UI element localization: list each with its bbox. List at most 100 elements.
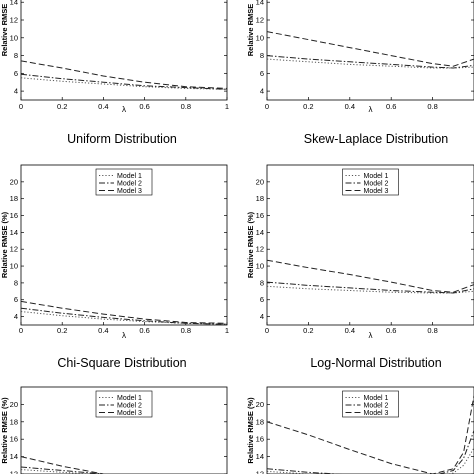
y-tick-label: 20	[256, 400, 264, 409]
y-tick-label: 6	[260, 69, 264, 78]
y-tick-label: 6	[260, 295, 264, 304]
y-tick-label: 4	[260, 312, 264, 321]
y-axis-label: Relative RMSE (%)	[0, 397, 9, 464]
x-tick-label: 0	[265, 326, 269, 335]
plot-area-frame	[266, 386, 474, 474]
y-tick-label: 18	[256, 194, 264, 203]
x-tick-label: 0.4	[98, 326, 108, 335]
y-tick-label: 6	[14, 295, 18, 304]
x-tick-label: 0.6	[139, 326, 149, 335]
y-axis-label: Relative RMSE (%)	[246, 211, 255, 278]
series-line-model-3	[267, 31, 474, 67]
y-tick-label: 16	[256, 435, 264, 444]
chart-panel-2: 4 6 8 10 12 14 0 0.2 0.4 0.6 0.8 Relative RMSE λ Skew…	[246, 0, 474, 146]
y-tick-label: 8	[260, 51, 264, 60]
y-tick-label: 8	[260, 278, 264, 287]
legend-label: Model 1	[364, 173, 389, 180]
legend-box	[342, 390, 399, 418]
x-tick-label: 0.2	[303, 326, 313, 335]
x-tick-label: 0.8	[181, 102, 191, 111]
y-tick-label: 20	[256, 177, 264, 186]
x-tick-label: 0.8	[427, 326, 437, 335]
y-axis-label: Relative RMSE	[246, 4, 255, 57]
y-tick-label: 12	[256, 470, 264, 474]
legend-box	[342, 168, 399, 196]
y-tick-label: 12	[10, 470, 18, 474]
legend-label: Model 2	[364, 403, 389, 410]
y-tick-label: 4	[14, 87, 18, 96]
y-tick-label: 12	[10, 245, 18, 254]
x-tick-label: 0.2	[57, 102, 67, 111]
series-line-model-1	[21, 311, 227, 325]
y-tick-label: 14	[256, 452, 264, 461]
series-line-model-3	[21, 300, 227, 324]
x-tick-label: 0	[265, 102, 269, 111]
x-tick-label: 1	[225, 102, 229, 111]
y-axis-label: Relative RMSE (%)	[246, 397, 255, 464]
y-tick-label: 14	[10, 228, 18, 237]
panel-title: Chi-Square Distribution	[57, 356, 186, 370]
x-tick-label: 0.2	[303, 102, 313, 111]
y-tick-label: 10	[256, 33, 264, 42]
y-tick-label: 16	[256, 211, 264, 220]
series-line-model-2	[267, 55, 474, 69]
series-line-model-2	[21, 307, 227, 325]
y-tick-label: 6	[14, 69, 18, 78]
x-axis-label: λ	[122, 331, 126, 340]
y-tick-label: 20	[10, 400, 18, 409]
chart-panel-1: 4 6 8 10 12 14 0 0.2 0.4 0.6 0.8 1 Relative RMSE λ Uni…	[0, 0, 229, 146]
series-line-model-2	[267, 430, 474, 474]
x-tick-label: 0.8	[181, 326, 191, 335]
chart-panel-4: 4 6 8 10 12 14 16 18 20 0 0.2 0.4 0.6 0.8 Relative RMS…	[246, 164, 474, 370]
legend-label: Model 1	[117, 173, 142, 180]
y-tick-label: 8	[14, 51, 18, 60]
x-axis-label: λ	[369, 331, 373, 340]
y-axis-label: Relative RMSE	[0, 4, 9, 57]
y-tick-label: 8	[14, 278, 18, 287]
y-tick-label: 20	[10, 177, 18, 186]
legend-label: Model 1	[364, 395, 389, 402]
y-tick-label: 14	[10, 452, 18, 461]
legend-label: Model 2	[117, 181, 142, 188]
series-line-model-1	[21, 77, 227, 90]
panel-title: Log-Normal Distribution	[310, 356, 441, 370]
x-tick-label: 0.4	[98, 102, 108, 111]
y-axis-label: Relative RMSE (%)	[0, 211, 9, 278]
y-tick-label: 12	[256, 16, 264, 25]
x-tick-label: 0.4	[345, 102, 355, 111]
legend-label: Model 2	[117, 403, 142, 410]
y-tick-label: 18	[256, 417, 264, 426]
series-line-model-3	[267, 259, 474, 293]
y-tick-label: 12	[10, 16, 18, 25]
x-tick-label: 1	[225, 326, 229, 335]
legend-label: Model 3	[364, 410, 389, 417]
y-tick-label: 16	[10, 435, 18, 444]
plot-area-frame	[20, 164, 228, 326]
series-line-model-2	[21, 73, 227, 90]
y-tick-label: 14	[10, 0, 18, 7]
y-tick-label: 12	[256, 245, 264, 254]
series-line-model-1	[267, 447, 474, 474]
legend-label: Model 3	[117, 410, 142, 417]
y-tick-label: 14	[256, 228, 264, 237]
y-tick-label: 16	[10, 211, 18, 220]
plot-area-frame	[20, 386, 228, 474]
legend-label: Model 3	[117, 188, 142, 195]
x-tick-label: 0.6	[386, 102, 396, 111]
x-tick-label: 0.8	[427, 102, 437, 111]
y-tick-label: 18	[10, 194, 18, 203]
legend-box	[95, 390, 153, 418]
x-tick-label: 0.6	[386, 326, 396, 335]
plot-area-frame	[266, 164, 474, 326]
legend-label: Model 1	[117, 395, 142, 402]
y-tick-label: 18	[10, 417, 18, 426]
x-tick-label: 0.4	[345, 326, 355, 335]
legend-label: Model 2	[364, 181, 389, 188]
x-tick-label: 0.2	[57, 326, 67, 335]
series-line-model-3	[21, 60, 227, 89]
